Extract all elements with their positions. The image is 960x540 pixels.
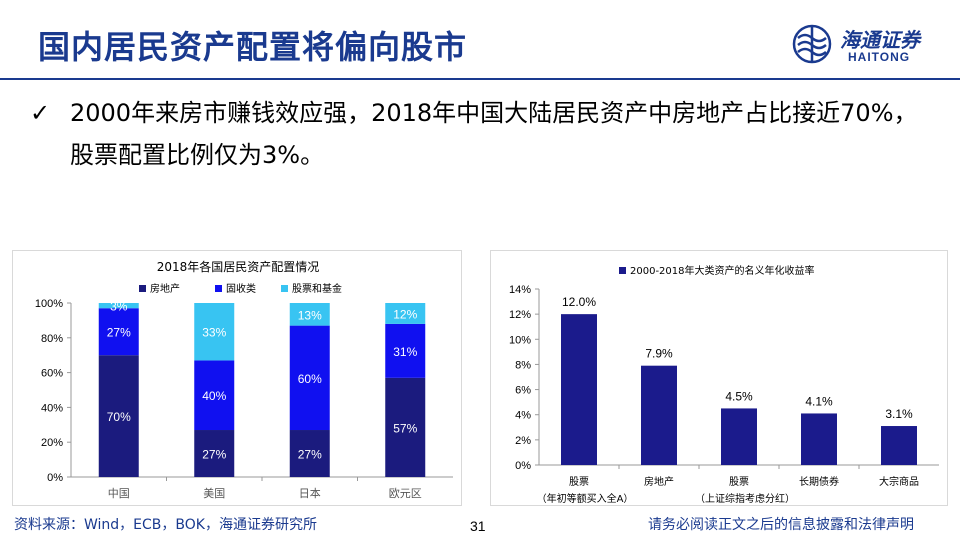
legend-label: 股票和基金 bbox=[292, 282, 342, 295]
x-tick-label: 中国 bbox=[108, 487, 130, 500]
header-divider bbox=[0, 78, 960, 80]
page-number: 31 bbox=[470, 518, 486, 534]
returns-chart-panel: 2000-2018年大类资产的名义年化收益率 0% 2% 4% 6% 8% 10% 12% 14… bbox=[490, 250, 948, 506]
legend-label: 固收类 bbox=[226, 282, 256, 295]
bar bbox=[641, 365, 677, 465]
legend-swatch bbox=[139, 285, 146, 292]
y-tick-label: 6% bbox=[515, 385, 531, 397]
y-tick-label: 40% bbox=[41, 402, 63, 414]
x-tick-label: 房地产 bbox=[644, 475, 674, 488]
returns-bar-chart: 2000-2018年大类资产的名义年化收益率 0% 2% 4% 6% 8% 10% 12% 14… bbox=[509, 264, 939, 505]
bar bbox=[801, 413, 837, 465]
allocation-chart-panel: 2018年各国居民资产配置情况房地产 固收类 股票和基金 0% 20% 40% 60% 80%… bbox=[12, 250, 462, 506]
bar bbox=[721, 408, 757, 465]
data-label: 4.1% bbox=[805, 394, 833, 408]
x-tick-label: 长期债券 bbox=[799, 475, 839, 488]
bar bbox=[881, 426, 917, 465]
company-logo: 海通证券 HAITONG bbox=[790, 22, 950, 68]
x-tick-label: 欧元区 bbox=[389, 487, 422, 500]
checkmark-icon: ✓ bbox=[30, 99, 51, 127]
y-tick-label: 100% bbox=[35, 298, 63, 310]
disclaimer: 请务必阅读正文之后的信息披露和法律声明 bbox=[648, 517, 914, 533]
data-label: 60% bbox=[298, 372, 322, 386]
bar-segment bbox=[194, 430, 235, 477]
x-tick-label: 股票 bbox=[569, 476, 589, 488]
y-tick-label: 8% bbox=[515, 359, 531, 371]
data-label: 27% bbox=[298, 448, 322, 462]
slide-header: 国内居民资产配置将偏向股市 海通证券 HAITONG bbox=[0, 0, 960, 86]
bar bbox=[561, 314, 597, 465]
bar-segment bbox=[385, 303, 426, 324]
y-tick-label: 20% bbox=[41, 437, 63, 449]
bar-segment bbox=[289, 430, 330, 477]
bar-segment bbox=[289, 303, 330, 326]
data-label: 33% bbox=[202, 326, 226, 340]
x-tick-label: 日本 bbox=[299, 486, 321, 500]
logo-text-en: HAITONG bbox=[848, 50, 911, 64]
y-tick-label: 14% bbox=[509, 284, 531, 296]
y-tick-label: 60% bbox=[41, 368, 63, 380]
y-tick-label: 0% bbox=[47, 472, 63, 484]
bar-segment bbox=[98, 308, 139, 356]
chart-title: 2018年各国居民资产配置情况 bbox=[157, 259, 320, 274]
data-label: 12.0% bbox=[562, 295, 596, 309]
logo-text-cn: 海通证券 bbox=[840, 28, 920, 52]
bar-segment bbox=[98, 303, 139, 309]
haitong-logo-icon bbox=[792, 24, 832, 64]
legend-label: 2000-2018年大类资产的名义年化收益率 bbox=[630, 264, 815, 277]
data-label: 4.5% bbox=[725, 389, 753, 403]
y-tick-label: 80% bbox=[41, 333, 63, 345]
data-label: 3% bbox=[110, 300, 128, 314]
x-tick-label: 股票 bbox=[729, 476, 749, 488]
page-title: 国内居民资产配置将偏向股市 bbox=[38, 28, 468, 66]
legend-swatch bbox=[215, 285, 222, 292]
y-tick-label: 0% bbox=[515, 460, 531, 472]
data-label: 12% bbox=[393, 307, 417, 321]
legend-swatch bbox=[281, 285, 288, 292]
x-tick-sublabel: （上证综指考虑分红） bbox=[695, 492, 795, 505]
legend-swatch bbox=[619, 267, 626, 274]
data-label: 3.1% bbox=[885, 407, 913, 421]
data-label: 7.9% bbox=[645, 347, 673, 361]
bar-segment bbox=[194, 303, 235, 361]
x-tick-label: 大宗商品 bbox=[879, 475, 919, 488]
data-label: 70% bbox=[107, 410, 131, 424]
data-label: 27% bbox=[202, 448, 226, 462]
data-label: 57% bbox=[393, 421, 417, 435]
bar-segment bbox=[98, 355, 139, 477]
bar-segment bbox=[385, 377, 426, 477]
y-tick-label: 2% bbox=[515, 435, 531, 447]
x-tick-sublabel: （年初等额买入全A） bbox=[537, 492, 634, 505]
bar-segment bbox=[385, 323, 426, 378]
data-label: 13% bbox=[298, 308, 322, 322]
data-label: 27% bbox=[107, 326, 131, 340]
bullet-text: 2000年来房市赚钱效应强，2018年中国大陆居民资产中房地产占比接近70%，股… bbox=[70, 99, 918, 169]
y-tick-label: 10% bbox=[509, 334, 531, 346]
data-label: 40% bbox=[202, 389, 226, 403]
bar-segment bbox=[289, 325, 330, 431]
legend-label: 房地产 bbox=[150, 282, 180, 295]
y-tick-label: 4% bbox=[515, 410, 531, 422]
x-tick-label: 美国 bbox=[203, 487, 225, 500]
source-note: 资料来源：Wind，ECB，BOK，海通证券研究所 bbox=[14, 517, 317, 533]
bar-segment bbox=[194, 360, 235, 431]
y-tick-label: 12% bbox=[509, 309, 531, 321]
data-label: 31% bbox=[393, 345, 417, 359]
